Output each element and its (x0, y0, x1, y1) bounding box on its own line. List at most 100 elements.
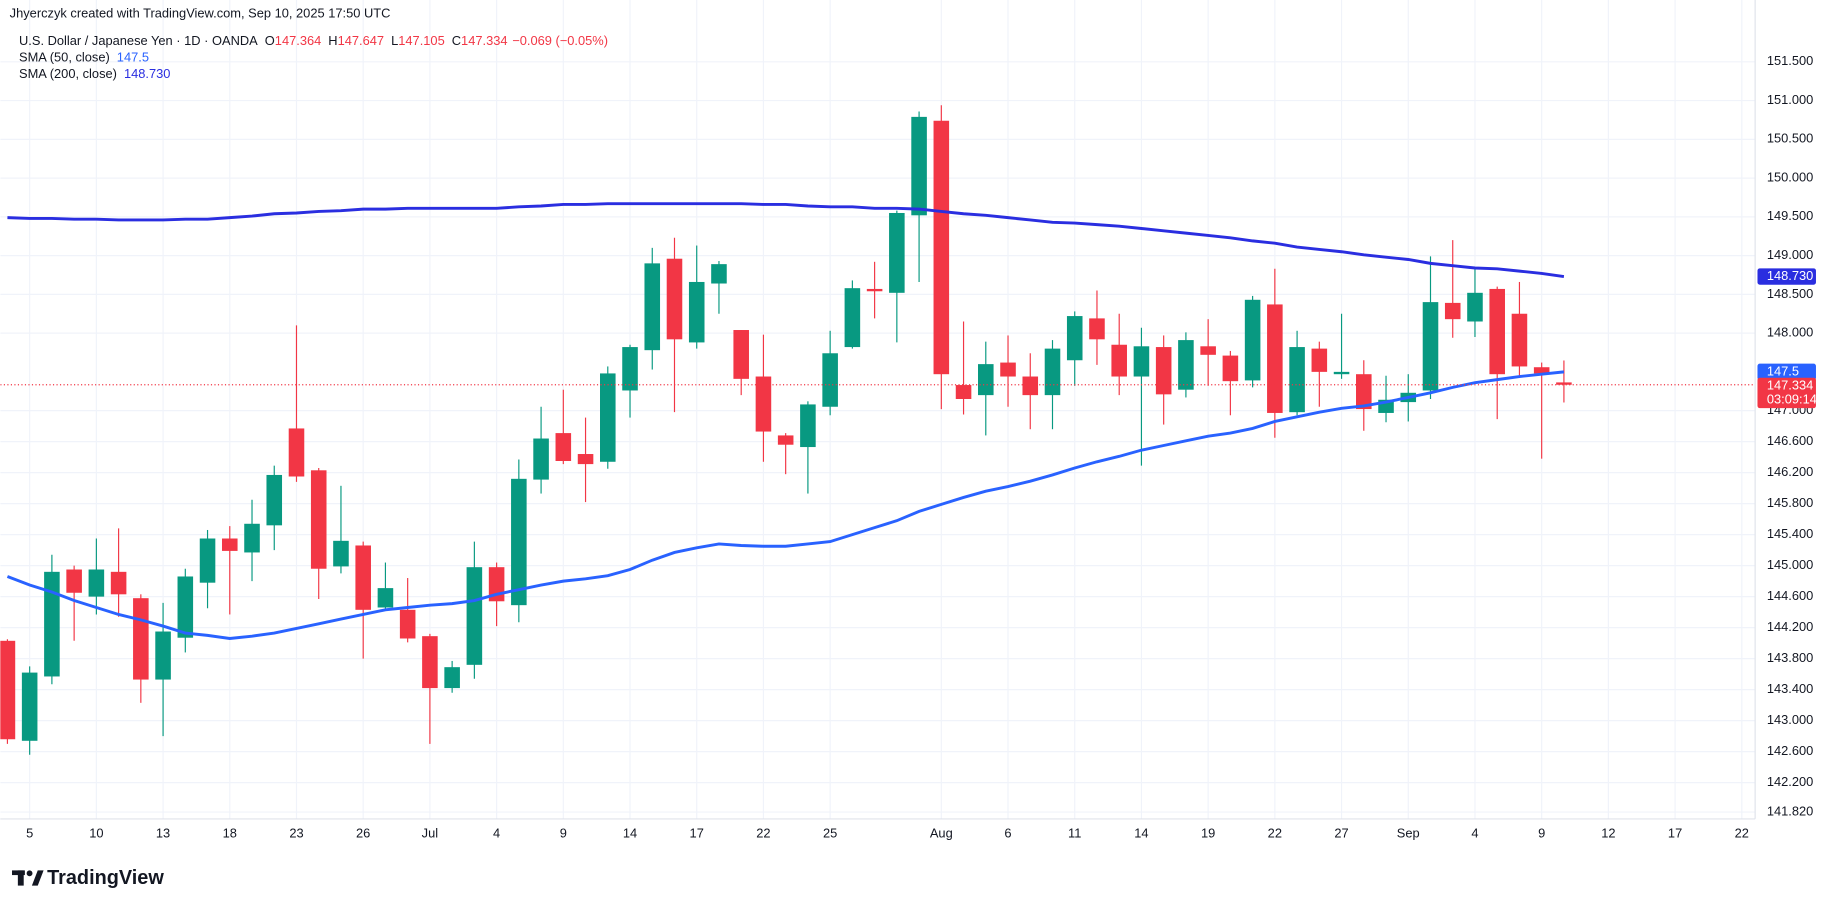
candle-body (444, 667, 460, 689)
candle-body (1066, 316, 1083, 361)
x-tick-label: 26 (356, 826, 370, 841)
candle-body (1111, 344, 1127, 377)
candle-body (1289, 347, 1305, 413)
candle-body (600, 373, 616, 462)
candle-body (355, 545, 371, 610)
candle-body (21, 672, 38, 741)
candle-body (1511, 313, 1528, 367)
candle-body (221, 538, 238, 551)
x-tick-label: 25 (823, 826, 837, 841)
candle-body (422, 636, 438, 689)
axes: 141.820 142.200 142.600 143.000 143.400 143.8… (26, 53, 1817, 840)
indicator-legend: SMA (50, close) 147.5 (19, 50, 149, 65)
y-tick-label: 141.820 (1767, 803, 1813, 818)
logo-dot (26, 870, 33, 877)
candle-body (1222, 355, 1239, 382)
grid (0, 0, 1756, 819)
logo-stem (17, 870, 24, 886)
candle-body (1244, 299, 1261, 381)
price-badge-label: 147.334 (1767, 377, 1813, 392)
x-tick-label: 9 (560, 826, 567, 841)
ohlc-value: 147.647 (338, 34, 384, 49)
candle-body (688, 281, 705, 343)
x-tick-label: 14 (623, 826, 637, 841)
x-tick-label: 4 (1471, 826, 1478, 841)
candle-body (511, 478, 527, 606)
candle-body (177, 576, 194, 638)
candle-body (466, 567, 483, 665)
countdown-label: 03:09:14 (1767, 391, 1817, 406)
candle-body (1089, 318, 1105, 340)
ohlc-value: 147.334 (461, 34, 507, 49)
symbol-title: U.S. Dollar / Japanese Yen · 1D · OANDA (19, 34, 258, 49)
candle-body (711, 264, 727, 284)
x-tick-label: 5 (26, 826, 33, 841)
x-tick-label: 13 (156, 826, 170, 841)
y-tick-label: 145.800 (1767, 495, 1813, 510)
y-tick-label: 150.500 (1767, 131, 1813, 146)
plot-area (0, 105, 1756, 755)
x-tick-label: 10 (89, 826, 103, 841)
candle-body (110, 571, 127, 595)
candle-body (666, 258, 683, 340)
indicator-name: SMA (50, close) (19, 50, 110, 65)
candle-body (44, 571, 60, 677)
candle-body (1155, 347, 1172, 395)
y-tick-label: 146.600 (1767, 433, 1813, 448)
attribution: Jhyerczyk created with TradingView.com, … (10, 5, 391, 20)
candle-body (889, 212, 905, 293)
x-tick-label: Aug (930, 826, 953, 841)
candle-body (533, 438, 549, 480)
x-tick-label: 18 (223, 826, 237, 841)
candle-body (88, 569, 105, 597)
ohlc-value: 147.364 (275, 34, 321, 49)
sma-line (7, 202, 1565, 278)
candle-body (1333, 371, 1350, 375)
y-tick-label: 146.200 (1767, 464, 1813, 479)
candle-body (911, 116, 927, 216)
candle-body (66, 569, 82, 593)
candle-body (1311, 348, 1328, 372)
x-tick-label: 6 (1004, 826, 1011, 841)
x-tick-label: 12 (1601, 826, 1615, 841)
candle-body (1000, 362, 1016, 377)
candle-body (333, 540, 349, 567)
candle-body (978, 364, 994, 396)
candle-body (555, 433, 572, 462)
x-tick-label: 9 (1538, 826, 1545, 841)
price-badge-label: 147.5 (1767, 363, 1799, 378)
candle-body (1044, 348, 1061, 396)
candle-body (1133, 346, 1150, 377)
x-tick-label: 11 (1068, 826, 1081, 841)
x-tick-label: 23 (289, 826, 303, 841)
candle-body (377, 588, 394, 608)
candle-body (399, 609, 416, 639)
y-tick-label: 143.000 (1767, 712, 1813, 727)
y-tick-label: 145.000 (1767, 557, 1813, 572)
x-tick-label: 4 (493, 826, 500, 841)
candle-body (1022, 376, 1039, 396)
x-tick-label: 22 (1268, 826, 1282, 841)
price-badge-label: 148.730 (1767, 268, 1813, 283)
y-tick-label: 143.400 (1767, 681, 1813, 696)
y-tick-label: 143.800 (1767, 650, 1813, 665)
ohlc-key: H (328, 34, 337, 49)
x-tick-label: 22 (1735, 826, 1749, 841)
candle-body (266, 474, 283, 526)
candle-body (1533, 367, 1550, 374)
candle-body (777, 435, 794, 445)
candle-body (622, 347, 638, 391)
candle-body (310, 470, 327, 569)
candle-body (1489, 288, 1505, 375)
y-tick-label: 151.000 (1767, 92, 1813, 107)
x-tick-label: Jul (422, 826, 438, 841)
y-tick-label: 149.500 (1767, 208, 1813, 223)
candle-body (288, 428, 305, 477)
brand-logo: TradingView (12, 867, 164, 889)
candle-body (955, 385, 972, 399)
x-tick-label: 27 (1334, 826, 1348, 841)
candle-body (199, 538, 216, 583)
y-tick-label: 144.600 (1767, 588, 1813, 603)
